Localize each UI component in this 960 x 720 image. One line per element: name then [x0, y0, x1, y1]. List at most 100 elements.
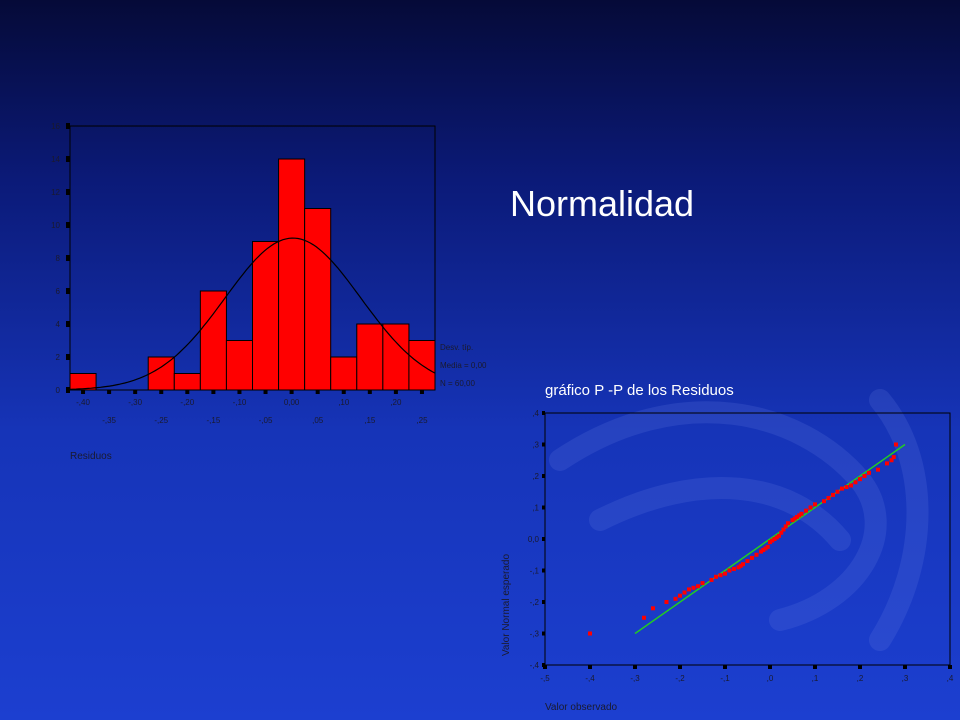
y-tick-label: -,1 — [530, 567, 540, 576]
pp-point — [783, 524, 788, 529]
x-tick-mark — [341, 390, 346, 394]
pp-point — [795, 514, 799, 519]
y-tick-mark — [66, 189, 70, 195]
x-tick-mark — [678, 665, 682, 669]
y-tick-mark — [542, 411, 545, 415]
x-tick-label: -,30 — [128, 398, 142, 407]
histogram-legend-line: N = 60,00 — [440, 379, 475, 388]
pp-point — [831, 492, 835, 497]
x-tick-mark — [903, 665, 907, 669]
histogram-bar — [382, 323, 410, 391]
x-tick-mark — [723, 665, 727, 669]
pp-point — [840, 486, 844, 491]
histogram-bar — [252, 241, 280, 391]
x-tick-mark — [263, 390, 268, 394]
histogram-legend-line: Desv. típ. — [440, 343, 473, 352]
x-tick-mark — [768, 665, 772, 669]
y-tick-mark — [66, 255, 70, 261]
x-tick-label: -,2 — [675, 674, 685, 683]
x-tick-label: 0,00 — [284, 398, 300, 407]
y-tick-mark — [542, 474, 545, 478]
pp-point — [790, 518, 795, 523]
pp-point — [727, 568, 732, 573]
pp-point — [844, 485, 849, 490]
pp-point — [786, 521, 790, 526]
pp-point — [768, 540, 772, 545]
x-tick-mark — [419, 390, 424, 394]
y-tick-label: ,1 — [532, 504, 539, 513]
y-tick-mark — [542, 442, 545, 447]
y-tick-label: 14 — [51, 155, 60, 164]
x-tick-mark — [81, 390, 86, 394]
pp-point — [754, 552, 759, 557]
x-tick-label: ,25 — [416, 416, 428, 425]
x-tick-mark — [813, 665, 817, 669]
pp-point — [779, 530, 784, 535]
pp-point — [826, 496, 831, 501]
pp-y-axis-label: Valor Normal esperado — [501, 554, 512, 657]
pp-point — [738, 563, 743, 568]
pp-point — [696, 584, 700, 589]
pp-point — [691, 585, 696, 590]
x-tick-label: -,4 — [585, 674, 595, 683]
y-tick-label: ,3 — [532, 441, 539, 450]
y-tick-label: 0 — [56, 386, 61, 395]
x-tick-mark — [633, 665, 637, 669]
x-tick-mark — [159, 390, 164, 394]
y-tick-label: -,3 — [530, 630, 540, 639]
y-tick-mark — [66, 222, 70, 228]
x-tick-mark — [367, 390, 372, 394]
pp-point — [673, 596, 678, 601]
x-tick-label: ,2 — [857, 674, 864, 683]
pp-point — [700, 581, 705, 586]
pp-point — [664, 600, 669, 604]
histogram-bar — [225, 340, 254, 391]
y-tick-label: -,2 — [530, 598, 540, 607]
x-tick-mark — [133, 390, 138, 394]
x-tick-mark — [948, 665, 952, 669]
pp-point — [651, 606, 655, 611]
y-tick-mark — [66, 123, 70, 129]
pp-point — [797, 513, 802, 518]
x-tick-label: ,05 — [312, 416, 324, 425]
pp-point — [723, 571, 727, 576]
pp-point — [750, 555, 754, 560]
x-tick-mark — [315, 390, 320, 394]
x-tick-mark — [237, 390, 242, 394]
pp-point — [718, 573, 723, 578]
x-tick-label: ,10 — [338, 398, 350, 407]
x-tick-mark — [107, 390, 112, 394]
pp-point — [885, 461, 889, 466]
pp-point — [736, 565, 741, 570]
y-tick-mark — [542, 537, 545, 541]
pp-point — [770, 538, 775, 543]
y-tick-label: -,4 — [530, 661, 540, 670]
pp-point — [709, 577, 714, 582]
pp-reference-line — [634, 443, 906, 635]
x-tick-label: ,15 — [364, 416, 376, 425]
y-tick-mark — [66, 321, 70, 327]
pp-plot-frame — [544, 412, 951, 666]
histogram-bar — [147, 356, 175, 391]
y-tick-label: 4 — [56, 320, 61, 329]
pp-point — [687, 587, 691, 592]
pp-point — [822, 499, 826, 504]
y-tick-mark — [542, 631, 545, 636]
x-tick-label: -,05 — [259, 416, 273, 425]
y-tick-label: 0,0 — [528, 535, 540, 544]
x-tick-mark — [588, 665, 592, 669]
pp-point — [799, 511, 804, 516]
x-tick-label: ,1 — [812, 674, 819, 683]
pp-point — [835, 489, 840, 494]
histogram-bar — [356, 323, 384, 391]
y-tick-label: 16 — [51, 122, 60, 131]
x-tick-mark — [185, 390, 190, 394]
pp-point — [853, 480, 858, 485]
x-tick-mark — [543, 665, 547, 669]
y-tick-mark — [66, 288, 70, 294]
pp-point — [849, 483, 853, 488]
pp-point — [813, 502, 817, 507]
y-tick-mark — [542, 600, 545, 604]
y-tick-mark — [66, 354, 70, 360]
